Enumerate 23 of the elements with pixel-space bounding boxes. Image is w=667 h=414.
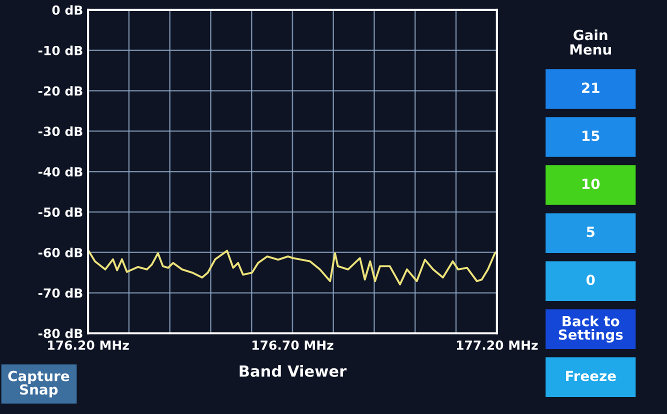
line-series [88,249,497,286]
x-tick-label: 177.20 MHz [456,340,538,350]
text: Capture Snap [8,370,70,398]
y-tick-label: -40 dB [38,166,82,177]
text: 5 [586,226,594,238]
y-tick-label: -60 dB [38,248,82,258]
text: 10 [582,178,600,190]
text: Back to Settings [558,316,623,343]
y-tick-label: -20 dB [38,86,82,96]
y-tick-label: -10 dB [38,46,82,56]
y-tick-label: -30 dB [38,126,82,136]
y-tick-label: 0 dB [52,5,82,15]
y-tick-label: -50 dB [38,207,82,217]
text: 15 [582,130,600,142]
text: 0 [586,274,595,286]
x-tick-label: 176.20 MHz [48,340,129,350]
y-tick-label: -70 dB [38,288,82,298]
y-tick-label: -80 dB [38,328,82,338]
text: Gain Menu [570,30,611,55]
x-tick-label: 176.70 MHz [252,340,334,350]
text: 21 [582,82,600,93]
text: Band Viewer [240,365,347,377]
text: Freeze [566,370,616,382]
